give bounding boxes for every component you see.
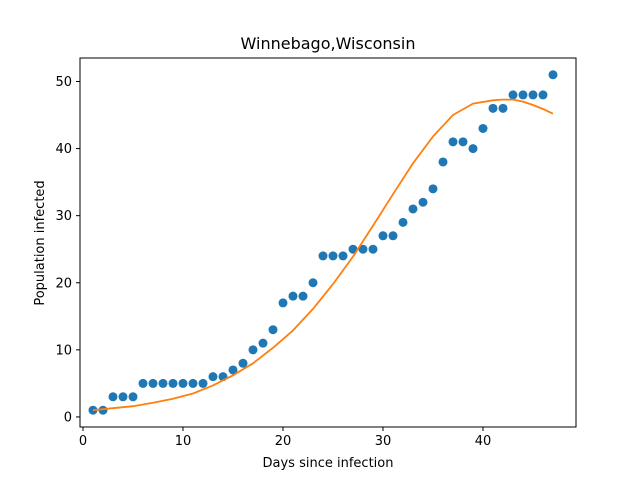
data-point [408, 204, 418, 214]
data-point [518, 90, 528, 100]
data-point [268, 325, 278, 335]
data-point [388, 231, 398, 241]
y-tick-label: 20 [55, 276, 72, 291]
x-axis-label: Days since infection [263, 456, 394, 471]
data-point [398, 217, 408, 227]
data-point [278, 298, 288, 308]
data-point [208, 372, 218, 382]
data-point [448, 137, 458, 147]
data-point [158, 378, 168, 388]
data-point [298, 291, 308, 301]
axis-ticks: 0 10 20 30 40 0 10 20 30 40 50 [55, 75, 491, 449]
y-tick-label: 40 [55, 142, 72, 157]
data-point [438, 157, 448, 167]
data-point [288, 291, 298, 301]
chart-title: Winnebago,Wisconsin [241, 34, 416, 53]
y-axis-label: Population infected [33, 180, 48, 305]
data-point [168, 378, 178, 388]
data-point [358, 244, 368, 254]
plot-marks [88, 70, 558, 415]
data-point [478, 123, 488, 133]
y-tick-label: 0 [64, 410, 72, 425]
data-point [238, 358, 248, 368]
data-point [528, 90, 538, 100]
plot-frame [79, 57, 577, 428]
data-point [308, 278, 318, 288]
data-point [548, 70, 558, 80]
data-point [188, 378, 198, 388]
y-tick-label: 50 [55, 75, 72, 90]
data-point [128, 392, 138, 402]
x-tick-label: 0 [79, 434, 87, 449]
data-point [538, 90, 548, 100]
data-point [348, 244, 358, 254]
data-point [178, 378, 188, 388]
data-point [198, 378, 208, 388]
data-point [338, 251, 348, 261]
data-point [488, 103, 498, 113]
data-point [458, 137, 468, 147]
x-tick-label: 20 [275, 434, 292, 449]
y-tick-label: 10 [55, 343, 72, 358]
data-point [258, 338, 268, 348]
y-tick-label: 30 [55, 209, 72, 224]
data-point [98, 405, 108, 415]
data-point [88, 405, 98, 415]
data-point [148, 378, 158, 388]
data-point [378, 231, 388, 241]
data-point [138, 378, 148, 388]
data-point [368, 244, 378, 254]
data-point [248, 345, 258, 355]
x-tick-label: 10 [175, 434, 192, 449]
data-point [498, 103, 508, 113]
data-point [418, 197, 428, 207]
data-point [328, 251, 338, 261]
x-tick-label: 40 [475, 434, 492, 449]
data-point [508, 90, 518, 100]
data-point [468, 144, 478, 154]
data-point [318, 251, 328, 261]
data-point [118, 392, 128, 402]
data-point [228, 365, 238, 375]
data-point [108, 392, 118, 402]
x-tick-label: 30 [375, 434, 392, 449]
data-point [428, 184, 438, 194]
fit-line [92, 98, 554, 412]
